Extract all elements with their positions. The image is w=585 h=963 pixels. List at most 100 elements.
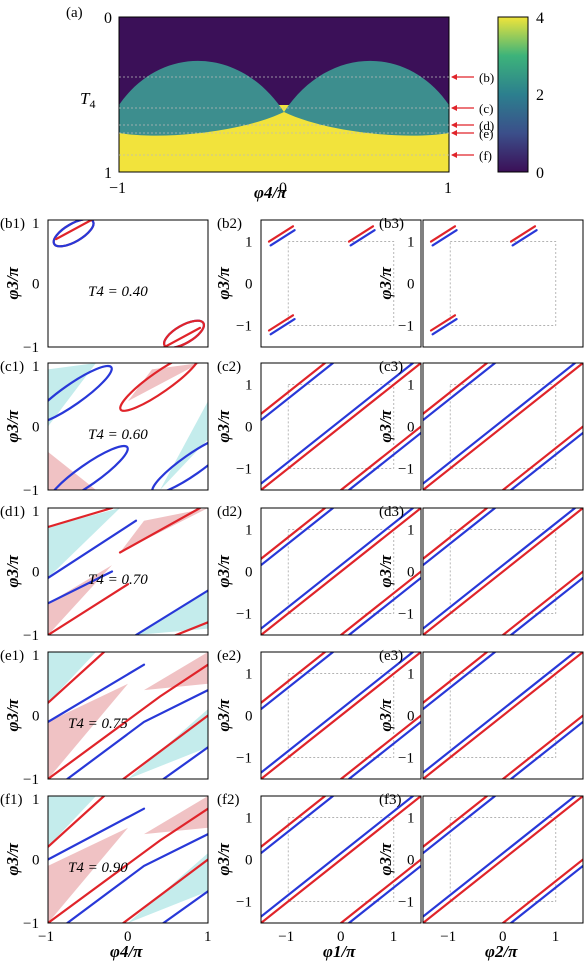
xlabel: φ1/π: [323, 942, 356, 961]
panel-2: 1 0 −1 φ3/π (f2): [214, 792, 422, 924]
ticks: 1 0 −1: [236, 235, 253, 335]
colorbar-tick-2: 2: [536, 87, 544, 104]
panel-frame: [47, 651, 209, 780]
ytick: 0: [32, 565, 40, 581]
ytick: 0: [407, 277, 415, 293]
ytick: 1: [407, 811, 415, 827]
panel-content: [261, 508, 421, 635]
ticks: 1 0 −1: [398, 523, 415, 623]
row-3: 10−1φ3/π(d1)T4 = 0.7010−1φ3/π(d2)10−1φ3/…: [0, 504, 584, 644]
panel-frame: [422, 795, 584, 924]
panel-a-ylabel-sub: 4: [89, 97, 95, 111]
panel-a: (a) 0 1 T4 −1 0 1 φ4/π (b)(c)(d)(e)(f) 4…: [66, 5, 544, 202]
ytick: −1: [23, 772, 39, 788]
ticks: 1 0 −1: [236, 523, 253, 623]
ylabel: φ3/π: [214, 698, 233, 731]
panel-label: (c2): [217, 359, 241, 375]
ticks: 1 0 −1: [398, 235, 415, 335]
ytick: 1: [32, 504, 40, 520]
ylabel: φ3/π: [376, 842, 395, 875]
ylabel: φ3/π: [214, 554, 233, 587]
panel-content: [261, 796, 421, 923]
ytick: 0: [32, 709, 40, 725]
ytick: 1: [245, 667, 253, 683]
colorbar: [497, 16, 529, 173]
ticks: 1 0 −1: [23, 216, 40, 356]
marker-label: (f): [479, 148, 492, 163]
ytick: 0: [245, 565, 253, 581]
row-5: 1 0 −1 φ3/π (f1) T4 = 0.90 1 0 −1 φ3/π (f2) 1 0 −1 φ3/…: [0, 792, 584, 932]
ytick: −1: [236, 606, 252, 622]
panel-3: 1 0 −1 φ3/π (d3): [376, 504, 584, 636]
ytick: −1: [398, 461, 414, 477]
ytick: 0: [32, 277, 40, 293]
ytick: 1: [407, 523, 415, 539]
panel-frame: [422, 219, 584, 348]
panel-label: (b1): [0, 216, 25, 232]
xtick: 0: [337, 929, 345, 945]
panel-3: 1 0 −1 φ3/π (f3): [376, 792, 584, 924]
ylabel: φ3/π: [214, 409, 233, 442]
panel-content: [423, 652, 583, 779]
ylabel: φ3/π: [3, 698, 22, 731]
ytick: −1: [398, 318, 414, 334]
panel-a-markers: (b) (c) (d)(e) (f): [451, 70, 494, 163]
ylabel: φ3/π: [214, 266, 233, 299]
xlabel: φ2/π: [485, 942, 518, 961]
panel-content: [52, 220, 206, 347]
row-2: 10−1φ3/π(c1)T4 = 0.6010−1φ3/π(c2)10−1φ3/…: [0, 359, 584, 499]
panel-frame: [260, 362, 422, 491]
panel-a-ylabel-T: T: [80, 89, 91, 108]
panel-1: 1 0 −1 φ3/π (d1) T4 = 0.70: [0, 504, 209, 644]
panel-frame: [422, 651, 584, 780]
panel-3: 1 0 −1 φ3/π (c3): [376, 359, 584, 491]
panel-2: 1 0 −1 φ3/π (c2): [214, 359, 422, 491]
panel-content: [267, 225, 395, 336]
panel-frame: [47, 507, 209, 636]
ytick: −1: [236, 750, 252, 766]
marker-label: (c): [479, 101, 493, 116]
marker-f: (f): [451, 148, 492, 163]
panel-label: (c1): [0, 359, 24, 375]
panel-a-ylabel: T4: [80, 89, 95, 111]
colorbar-tick-4: 4: [536, 10, 544, 27]
ticks: 1 0 −1: [398, 378, 415, 478]
ytick: −1: [23, 483, 39, 499]
marker-label: (b): [479, 70, 494, 85]
ticks: 1 0 −1: [23, 504, 40, 644]
ylabel: φ3/π: [376, 266, 395, 299]
panel-label: (e2): [217, 648, 241, 664]
panel-1: 1 0 −1 φ3/π (c1) T4 = 0.60: [0, 359, 209, 499]
ticks: 1 0 −1: [236, 378, 253, 478]
panel-label: (b3): [379, 216, 404, 232]
ytick: −1: [23, 916, 39, 932]
panel-frame: [47, 795, 209, 924]
heatmap-teal-region: [119, 60, 449, 136]
ytick: 1: [245, 811, 253, 827]
ylabel: φ3/π: [3, 266, 22, 299]
ticks: 1 0 −1: [398, 811, 415, 911]
panel-content: [429, 225, 557, 336]
panel-content: [423, 363, 583, 490]
ytick: 0: [407, 853, 415, 869]
ytick: 0: [245, 420, 253, 436]
xtick: 1: [390, 929, 398, 945]
ytick: 1: [245, 523, 253, 539]
ytick: 0: [407, 565, 415, 581]
ytick: −1: [236, 318, 252, 334]
panel-a-ytick-1: 1: [104, 165, 112, 182]
panel-a-xtick-0: −1: [109, 180, 126, 197]
ticks: 1 0 −1: [23, 792, 40, 932]
panel-2: 1 0 −1 φ3/π (b2): [214, 216, 422, 348]
xtick: 0: [124, 929, 132, 945]
marker-b: (b): [451, 70, 494, 85]
panel-label: (e3): [379, 648, 403, 664]
ylabel: φ3/π: [3, 554, 22, 587]
ylabel: φ3/π: [3, 409, 22, 442]
ytick: 0: [245, 853, 253, 869]
panel-a-xtick-1: 0: [279, 180, 287, 197]
panel-1: 1 0 −1 φ3/π (b1) T4 = 0.40: [0, 216, 209, 356]
marker-c: (c): [451, 101, 493, 116]
ytick: −1: [398, 750, 414, 766]
marker-label: (d): [479, 118, 494, 133]
